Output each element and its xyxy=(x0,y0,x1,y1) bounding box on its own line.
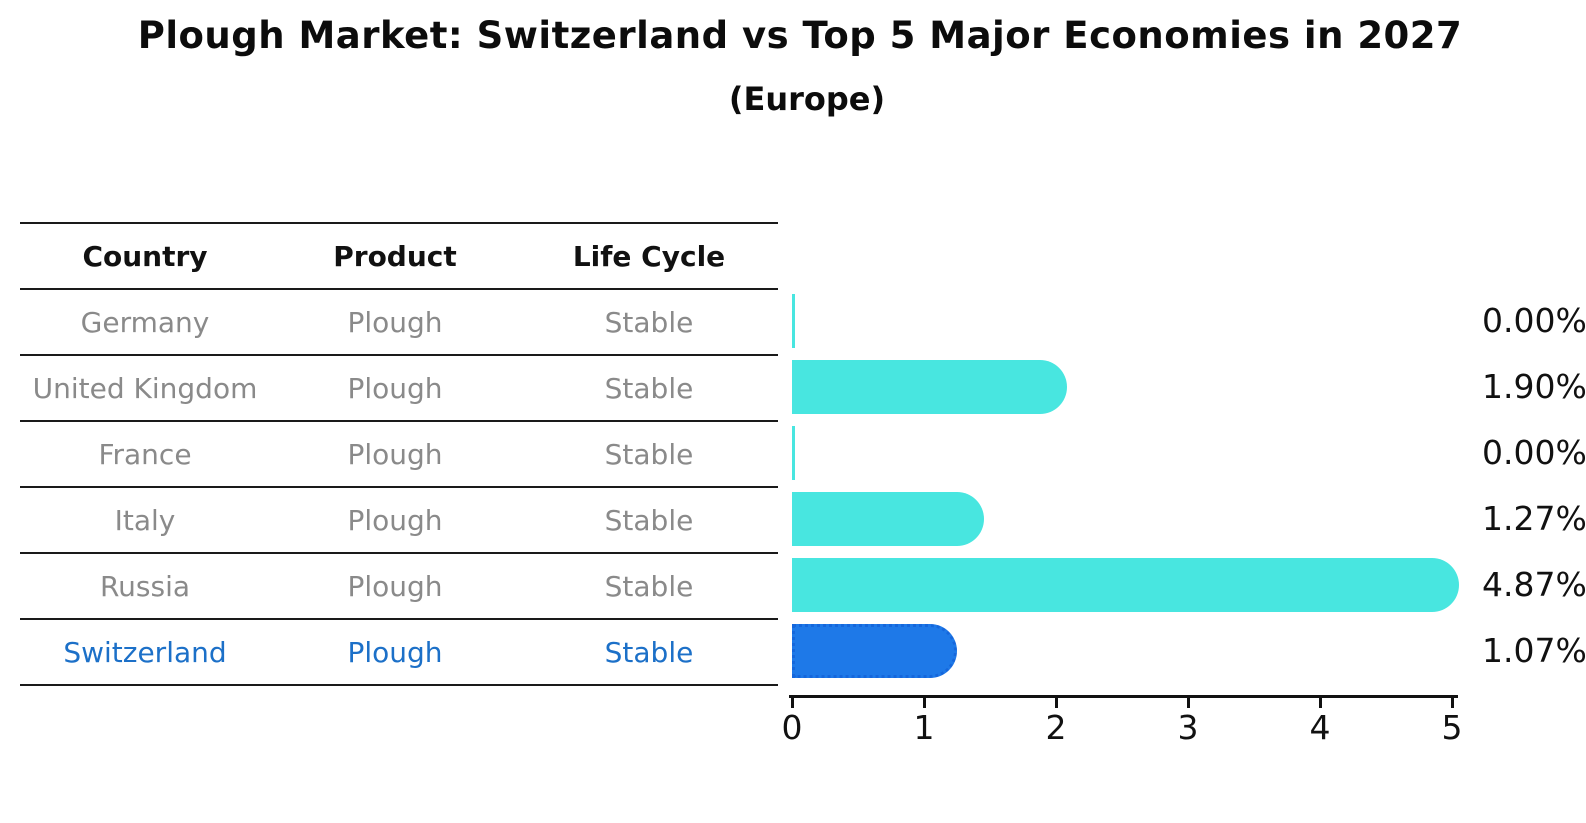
cell-country: Italy xyxy=(114,503,176,537)
cell-product: Plough xyxy=(347,503,443,537)
cell-country: United Kingdom xyxy=(32,371,258,405)
x-tick-label-1: 1 xyxy=(913,708,935,747)
table-row-italy: Italy Plough Stable xyxy=(20,488,778,554)
value-label-italy: 1.27% xyxy=(1482,499,1586,538)
bar-france xyxy=(792,426,795,480)
value-label-switzerland: 1.07% xyxy=(1482,631,1586,670)
cell-country: Switzerland xyxy=(63,635,227,669)
table-row-germany: Germany Plough Stable xyxy=(20,290,778,356)
bar-italy xyxy=(792,492,984,546)
cell-product: Plough xyxy=(347,437,443,471)
cell-life-cycle: Stable xyxy=(604,569,694,603)
value-label-russia: 4.87% xyxy=(1482,565,1586,604)
x-tick-4 xyxy=(1318,698,1322,708)
table-row-switzerland: Switzerland Plough Stable xyxy=(20,620,778,686)
cell-life-cycle: Stable xyxy=(604,305,694,339)
cell-life-cycle: Stable xyxy=(604,371,694,405)
header-country: Country xyxy=(82,239,208,273)
table-row-united-kingdom: United Kingdom Plough Stable xyxy=(20,356,778,422)
x-tick-label-4: 4 xyxy=(1309,708,1331,747)
x-tick-label-5: 5 xyxy=(1441,708,1463,747)
cell-product: Plough xyxy=(347,635,443,669)
x-tick-label-0: 0 xyxy=(781,708,803,747)
header-life-cycle: Life Cycle xyxy=(572,239,726,273)
bar-germany xyxy=(792,294,795,348)
cell-country: Germany xyxy=(80,305,210,339)
country-table: Country Product Life Cycle Germany Ploug… xyxy=(20,222,778,686)
cell-life-cycle: Stable xyxy=(604,503,694,537)
x-tick-3 xyxy=(1186,698,1190,708)
cell-country: Russia xyxy=(99,569,191,603)
value-label-france: 0.00% xyxy=(1482,433,1586,472)
table-row-france: France Plough Stable xyxy=(20,422,778,488)
value-label-germany: 0.00% xyxy=(1482,301,1586,340)
value-label-united-kingdom: 1.90% xyxy=(1482,367,1586,406)
x-tick-2 xyxy=(1054,698,1058,708)
cell-product: Plough xyxy=(347,569,443,603)
cell-product: Plough xyxy=(347,371,443,405)
chart-subtitle: (Europe) xyxy=(728,80,886,118)
x-tick-1 xyxy=(922,698,926,708)
x-tick-label-2: 2 xyxy=(1045,708,1067,747)
chart-title: Plough Market: Switzerland vs Top 5 Majo… xyxy=(137,14,1463,57)
cell-life-cycle: Stable xyxy=(604,437,694,471)
x-tick-label-3: 3 xyxy=(1177,708,1199,747)
bar-switzerland xyxy=(792,624,957,678)
table-row-russia: Russia Plough Stable xyxy=(20,554,778,620)
cell-country: France xyxy=(98,437,192,471)
x-tick-0 xyxy=(790,698,794,708)
table-header-row: Country Product Life Cycle xyxy=(20,224,778,290)
cell-life-cycle: Stable xyxy=(604,635,694,669)
bar-russia xyxy=(792,558,1459,612)
bar-united-kingdom xyxy=(792,360,1067,414)
header-product: Product xyxy=(333,239,457,273)
cell-product: Plough xyxy=(347,305,443,339)
x-tick-5 xyxy=(1450,698,1454,708)
x-axis-line xyxy=(789,695,1458,698)
